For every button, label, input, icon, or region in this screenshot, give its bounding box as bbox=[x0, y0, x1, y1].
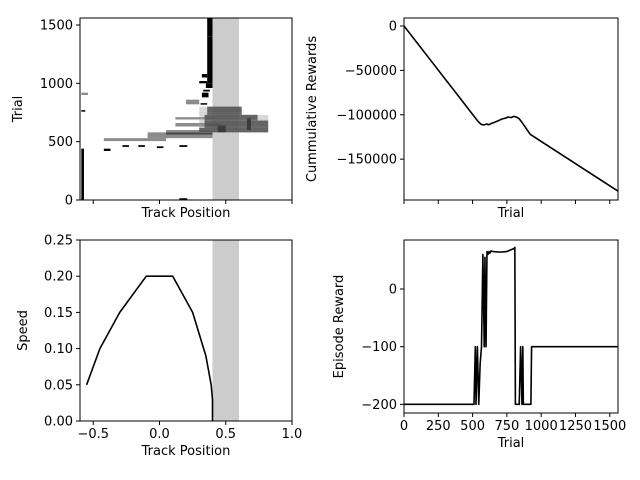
x-axis-label: Track Position bbox=[141, 206, 231, 221]
plot-area bbox=[85, 275, 214, 421]
x-axis-label: Track Position bbox=[141, 444, 231, 459]
y-tick-label: −200 bbox=[361, 398, 397, 413]
trial-segment bbox=[81, 110, 86, 112]
x-axis-label: Trial bbox=[497, 436, 525, 451]
x-tick-label: 250 bbox=[426, 419, 451, 434]
y-tick-label: 0 bbox=[389, 283, 397, 298]
trial-segment bbox=[166, 130, 213, 135]
trial-segment bbox=[199, 81, 208, 84]
y-tick-label: 500 bbox=[48, 135, 73, 150]
trial-segment bbox=[122, 145, 130, 147]
x-tick-label: 500 bbox=[460, 419, 485, 434]
trial-segment bbox=[138, 145, 145, 147]
y-axis-label: Episode Reward bbox=[332, 275, 347, 379]
y-tick-label: 0.00 bbox=[44, 415, 73, 430]
trial-segment bbox=[147, 132, 213, 139]
y-tick-label: 1000 bbox=[40, 77, 73, 92]
trial-segment bbox=[207, 36, 213, 84]
y-tick-label: 0.20 bbox=[44, 270, 73, 285]
y-tick-label: −150000 bbox=[336, 153, 397, 168]
axes-frame bbox=[403, 17, 619, 201]
x-tick-label: 1250 bbox=[559, 419, 592, 434]
x-tick-label: 1.0 bbox=[282, 427, 303, 442]
plot-area bbox=[404, 25, 618, 192]
trial-segment bbox=[81, 92, 88, 95]
plot-area bbox=[81, 18, 269, 200]
trial-segment bbox=[186, 99, 200, 105]
y-tick-label: 0 bbox=[65, 194, 73, 209]
y-tick-label: −100 bbox=[361, 340, 397, 355]
trial-segment bbox=[179, 145, 188, 147]
axes-frame bbox=[79, 239, 293, 422]
trial-segment bbox=[81, 148, 84, 200]
trial-segment bbox=[156, 146, 164, 149]
plot-area bbox=[404, 246, 618, 406]
y-tick-label: 0 bbox=[389, 19, 397, 34]
series-line bbox=[85, 275, 214, 421]
speed-track-panel: −0.5 0.0 0.5 1.0 0.00 0.05 0.10 0.15 0.20 0.25 Tra… bbox=[16, 234, 302, 460]
trial-segment bbox=[207, 18, 213, 37]
axes-frame bbox=[403, 239, 619, 414]
y-tick-label: 0.15 bbox=[44, 306, 73, 321]
trial-segment bbox=[175, 123, 220, 127]
trial-segment bbox=[103, 148, 111, 151]
x-tick-label: 1000 bbox=[525, 419, 558, 434]
y-axis-label: Speed bbox=[16, 310, 31, 351]
x-tick-label: 1500 bbox=[593, 419, 626, 434]
y-tick-label: 1500 bbox=[40, 19, 73, 34]
cumulative-rewards-panel: 0 −50000 −100000 −150000 Trial Cummulative Re… bbox=[305, 17, 619, 221]
series-line bbox=[404, 25, 618, 192]
y-tick-label: −100000 bbox=[336, 108, 397, 123]
trial-segment bbox=[200, 103, 208, 105]
y-axis-label: Cummulative Rewards bbox=[305, 36, 320, 182]
y-tick-label: 0.05 bbox=[44, 378, 73, 393]
trial-segment bbox=[175, 117, 216, 120]
x-tick-label: 0 bbox=[400, 419, 408, 434]
trial-segment bbox=[205, 83, 213, 88]
series-line bbox=[404, 246, 618, 406]
trial-track-panel: 0 500 1000 1500 Track Position Trial bbox=[11, 17, 293, 221]
trial-segment bbox=[201, 74, 208, 78]
trial-segment bbox=[179, 198, 188, 200]
trial-segment bbox=[103, 138, 167, 142]
trial-segment bbox=[201, 92, 209, 98]
x-axis-label: Trial bbox=[497, 206, 525, 221]
x-tick-label: 0.5 bbox=[215, 427, 236, 442]
goal-band bbox=[212, 240, 239, 421]
x-tick-label: −0.5 bbox=[77, 427, 109, 442]
x-tick-label: 0.0 bbox=[149, 427, 170, 442]
trial-segment bbox=[199, 127, 269, 133]
x-tick-label: 750 bbox=[494, 419, 519, 434]
y-tick-label: 0.10 bbox=[44, 342, 73, 357]
y-axis-label: Trial bbox=[11, 96, 26, 124]
y-tick-label: 0.25 bbox=[44, 234, 73, 249]
episode-reward-panel: 0 250 500 750 1000 1250 1500 0 −100 −200 Trial Epis… bbox=[332, 239, 626, 451]
trial-segment bbox=[203, 89, 210, 92]
trial-segment bbox=[204, 114, 258, 121]
y-tick-label: −50000 bbox=[345, 64, 397, 79]
axes-frame bbox=[79, 17, 293, 201]
